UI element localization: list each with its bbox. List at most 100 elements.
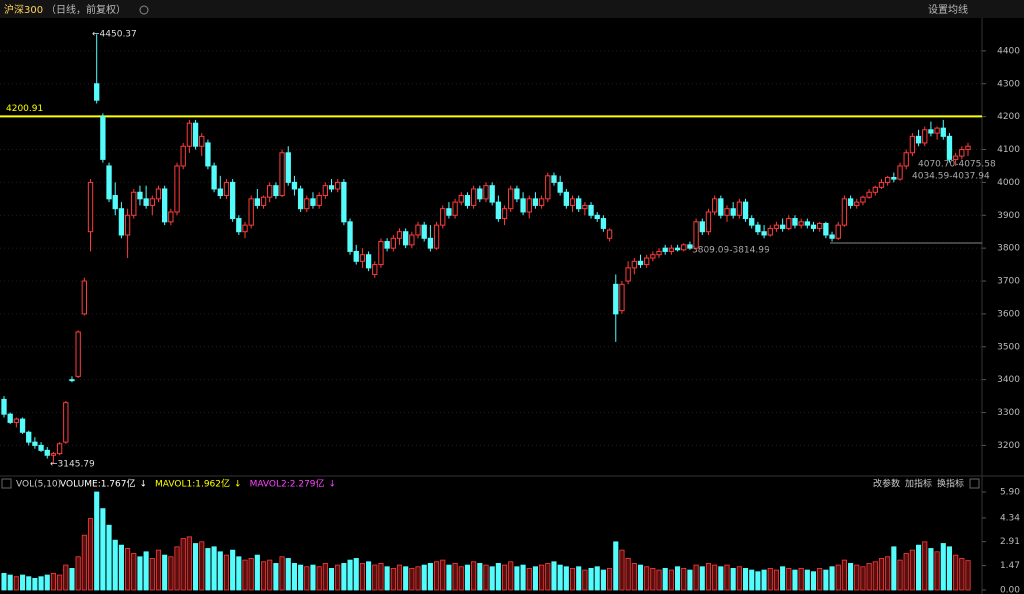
candle-body bbox=[730, 208, 736, 216]
candle-body bbox=[755, 224, 761, 233]
candle-body bbox=[965, 145, 971, 151]
candle-body bbox=[50, 453, 57, 456]
candle-body bbox=[718, 198, 724, 216]
volume-bar bbox=[335, 564, 341, 591]
candle-body bbox=[328, 185, 335, 190]
volume-bar bbox=[928, 548, 934, 591]
y-tick-label: 3700 bbox=[997, 277, 1020, 287]
candle-body bbox=[952, 155, 959, 160]
collapse-icon[interactable] bbox=[1, 478, 12, 489]
volume-bar bbox=[495, 563, 501, 591]
close-icon[interactable] bbox=[969, 478, 980, 489]
volume-bar bbox=[223, 554, 230, 591]
candle-body bbox=[124, 214, 131, 236]
candle-body bbox=[464, 195, 471, 206]
volume-bar bbox=[625, 558, 631, 591]
candle-body bbox=[291, 181, 298, 190]
volume-bar bbox=[483, 564, 489, 591]
candle-body bbox=[563, 191, 569, 206]
volume-bar bbox=[38, 576, 44, 591]
volume-bar bbox=[304, 566, 310, 591]
y-tick-label: 3600 bbox=[997, 309, 1020, 319]
volume-bar bbox=[668, 569, 674, 591]
title: 沪深300 bbox=[4, 3, 43, 16]
volume-bar bbox=[186, 536, 192, 591]
volume-bar bbox=[878, 558, 885, 591]
volume-bar bbox=[792, 569, 798, 591]
candle-body bbox=[297, 188, 304, 210]
candle-body bbox=[489, 185, 495, 203]
candle-body bbox=[199, 135, 205, 147]
volume-bar bbox=[644, 566, 650, 591]
volume-bar bbox=[501, 564, 508, 591]
volume-bar bbox=[866, 563, 872, 591]
candle-body bbox=[711, 198, 718, 213]
candle-body bbox=[514, 188, 520, 200]
volume-bar bbox=[384, 566, 390, 591]
volume-bar bbox=[539, 564, 545, 591]
volume-bar bbox=[193, 543, 199, 591]
candle-body bbox=[773, 224, 780, 229]
volume-bar bbox=[63, 564, 69, 591]
volume-bar bbox=[316, 566, 322, 591]
candle-body bbox=[495, 201, 502, 220]
candle-body bbox=[396, 231, 403, 239]
candle-body bbox=[483, 185, 489, 200]
candle-body bbox=[236, 218, 242, 233]
volume-bar bbox=[248, 558, 254, 591]
volume-bar bbox=[569, 568, 576, 591]
candle-body bbox=[32, 441, 38, 446]
volume-bar bbox=[532, 566, 538, 591]
candle-body bbox=[353, 250, 359, 262]
volume-bar bbox=[749, 569, 755, 591]
indicator-arrow: ↓ bbox=[329, 480, 337, 490]
candle-body bbox=[69, 379, 75, 382]
candle-body bbox=[192, 122, 199, 147]
volume-bar bbox=[112, 539, 118, 591]
candle-body bbox=[131, 191, 137, 216]
candle-body bbox=[205, 142, 211, 167]
volume-bar bbox=[600, 569, 606, 591]
candle-body bbox=[87, 181, 94, 233]
indicator-button[interactable]: 加指标 bbox=[905, 478, 932, 490]
volume-bar bbox=[916, 544, 922, 591]
volume-bar bbox=[174, 546, 180, 591]
reference-label: 4200.91 bbox=[6, 104, 43, 114]
y-tick-label: 2.91 bbox=[1000, 537, 1020, 547]
volume-bar bbox=[841, 559, 847, 591]
volume-bar bbox=[285, 558, 291, 591]
candle-body bbox=[7, 413, 13, 423]
candle-body bbox=[143, 198, 149, 206]
volume-bar bbox=[260, 561, 267, 591]
volume-bar bbox=[712, 564, 718, 591]
y-tick-label: 4000 bbox=[997, 178, 1020, 188]
y-tick-label: 3300 bbox=[997, 408, 1020, 418]
volume-bar bbox=[57, 574, 63, 591]
volume-bar bbox=[940, 543, 946, 591]
candle-body bbox=[322, 185, 328, 197]
volume-bar bbox=[835, 564, 841, 591]
volume-bar bbox=[372, 564, 378, 591]
volume-bar bbox=[724, 564, 730, 591]
candle-body bbox=[162, 188, 168, 223]
settings-button[interactable]: 设置均线 bbox=[928, 3, 968, 16]
candle-body bbox=[940, 127, 946, 137]
candle-body bbox=[860, 196, 866, 203]
candle-body bbox=[174, 165, 180, 213]
candle-body bbox=[260, 196, 267, 206]
settings-icon[interactable] bbox=[139, 5, 149, 15]
indicator-button[interactable]: 换指标 bbox=[937, 478, 964, 490]
volume-bar bbox=[1, 572, 7, 591]
volume-bar bbox=[168, 556, 174, 591]
candle-body bbox=[1, 398, 7, 415]
volume-bar bbox=[199, 541, 205, 591]
indicator-button[interactable]: 改参数 bbox=[873, 478, 900, 490]
candle-body bbox=[285, 152, 291, 183]
volume-bar bbox=[613, 541, 619, 591]
candle-body bbox=[365, 254, 372, 269]
indicator-arrow: ↓ bbox=[234, 480, 242, 490]
volume-bar bbox=[26, 576, 32, 591]
candle-body bbox=[786, 218, 792, 229]
y-tick-label: 4.34 bbox=[1000, 513, 1020, 523]
candle-body bbox=[823, 222, 829, 236]
